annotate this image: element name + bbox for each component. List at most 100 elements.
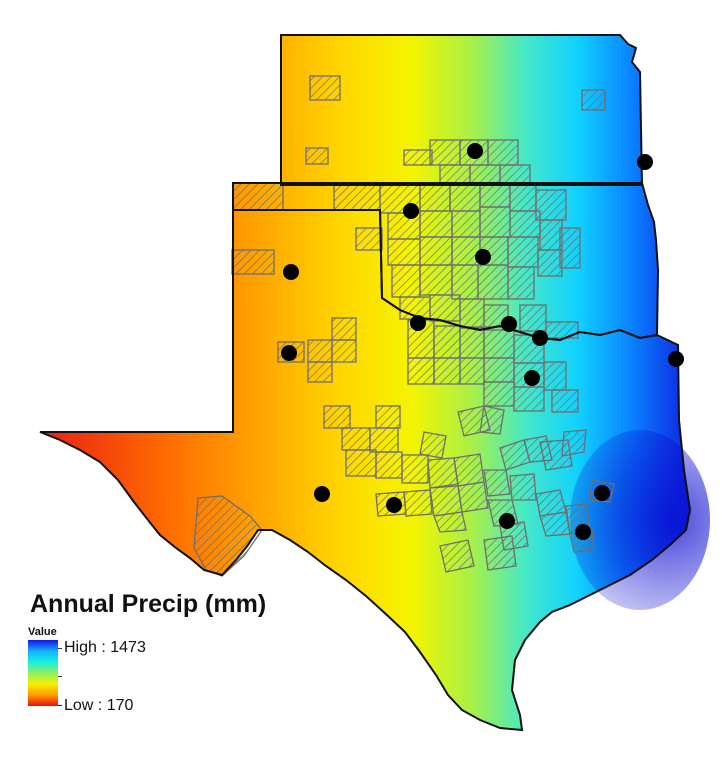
precip-surface bbox=[40, 35, 710, 730]
site-marker bbox=[410, 315, 426, 331]
study-polygon bbox=[483, 469, 511, 497]
site-marker bbox=[501, 316, 517, 332]
study-polygon bbox=[539, 511, 571, 537]
study-polygon bbox=[355, 227, 383, 251]
site-marker bbox=[386, 497, 402, 513]
study-polygon bbox=[453, 453, 485, 487]
study-polygon bbox=[509, 184, 537, 212]
study-polygon bbox=[519, 304, 547, 332]
study-polygon bbox=[509, 473, 537, 501]
study-polygon bbox=[477, 264, 509, 300]
study-polygon bbox=[459, 298, 485, 328]
study-polygon bbox=[509, 210, 541, 238]
study-polygon bbox=[307, 361, 333, 383]
study-polygon bbox=[483, 381, 515, 407]
legend-value-label: Value bbox=[28, 626, 57, 638]
study-polygon bbox=[551, 389, 579, 413]
legend-low-label: Low : 170 bbox=[64, 697, 134, 714]
site-marker bbox=[403, 203, 419, 219]
study-polygon bbox=[429, 294, 461, 322]
state-boundaries bbox=[39, 34, 692, 732]
legend-title: Annual Precip (mm) bbox=[30, 590, 267, 618]
study-polygon bbox=[483, 329, 515, 359]
study-polygon bbox=[487, 139, 519, 166]
site-markers bbox=[281, 143, 684, 540]
study-polygon bbox=[545, 321, 579, 339]
study-polygon bbox=[561, 429, 587, 457]
study-polygon bbox=[433, 511, 467, 533]
study-polygon bbox=[535, 189, 567, 221]
study-polygon bbox=[419, 264, 453, 296]
study-polygon bbox=[345, 449, 377, 477]
site-marker bbox=[499, 513, 515, 529]
study-polygon bbox=[309, 75, 341, 101]
study-polygon bbox=[581, 89, 606, 111]
site-marker bbox=[281, 345, 297, 361]
texas-boundary bbox=[39, 209, 692, 732]
site-marker bbox=[575, 524, 591, 540]
study-polygon bbox=[231, 249, 275, 275]
study-polygon bbox=[419, 210, 453, 238]
study-polygon bbox=[507, 236, 539, 268]
site-marker bbox=[475, 249, 491, 265]
kansas-boundary bbox=[280, 34, 644, 186]
site-marker bbox=[637, 154, 653, 170]
study-polygon bbox=[483, 357, 515, 383]
study-polygon bbox=[419, 184, 451, 212]
study-polygon bbox=[451, 264, 479, 300]
study-polygon bbox=[433, 325, 461, 359]
legend-tick-low bbox=[58, 705, 62, 706]
study-polygon bbox=[387, 238, 421, 266]
kansas-region bbox=[281, 35, 642, 185]
site-marker bbox=[594, 485, 610, 501]
study-polygon bbox=[483, 535, 517, 571]
study-polygon bbox=[457, 481, 489, 513]
study-polygon bbox=[333, 182, 381, 211]
study-polygon bbox=[479, 405, 505, 435]
study-polygon bbox=[323, 405, 351, 429]
study-polygon bbox=[331, 317, 357, 341]
study-polygon bbox=[543, 361, 567, 391]
study-polygon bbox=[375, 451, 403, 479]
study-polygon bbox=[539, 219, 563, 251]
study-polygon bbox=[429, 139, 461, 166]
study-polygon bbox=[433, 357, 461, 385]
study-polygon bbox=[403, 149, 433, 166]
study-polygon bbox=[451, 210, 481, 238]
legend-color-ramp bbox=[28, 640, 58, 706]
study-polygon bbox=[401, 454, 429, 484]
study-polygon bbox=[507, 266, 535, 300]
study-polygon bbox=[459, 357, 485, 385]
site-marker bbox=[283, 264, 299, 280]
study-polygon bbox=[449, 184, 481, 212]
study-polygon bbox=[559, 227, 581, 269]
site-marker bbox=[668, 351, 684, 367]
study-polygon bbox=[459, 327, 485, 359]
site-marker bbox=[532, 330, 548, 346]
study-polygon bbox=[537, 249, 563, 277]
study-polygon bbox=[232, 182, 284, 211]
study-polygon bbox=[407, 357, 435, 385]
study-polygon bbox=[479, 206, 511, 238]
study-polygon bbox=[341, 427, 371, 451]
study-polygon bbox=[513, 386, 545, 412]
study-polygon bbox=[479, 184, 511, 208]
study-polygon bbox=[451, 236, 481, 266]
study-polygon bbox=[419, 236, 453, 266]
site-marker bbox=[524, 370, 540, 386]
study-polygon bbox=[193, 495, 263, 577]
legend-tick-high bbox=[58, 648, 62, 649]
study-area-polygons bbox=[193, 75, 615, 577]
study-polygon bbox=[427, 457, 459, 489]
site-marker bbox=[314, 486, 330, 502]
study-polygon bbox=[331, 339, 357, 363]
study-polygon bbox=[403, 489, 433, 517]
study-polygon bbox=[429, 485, 463, 517]
legend-high-label: High : 1473 bbox=[64, 639, 146, 656]
study-polygon bbox=[369, 427, 399, 453]
study-polygon bbox=[305, 147, 329, 165]
study-polygon bbox=[391, 264, 421, 298]
study-polygon bbox=[439, 539, 475, 573]
